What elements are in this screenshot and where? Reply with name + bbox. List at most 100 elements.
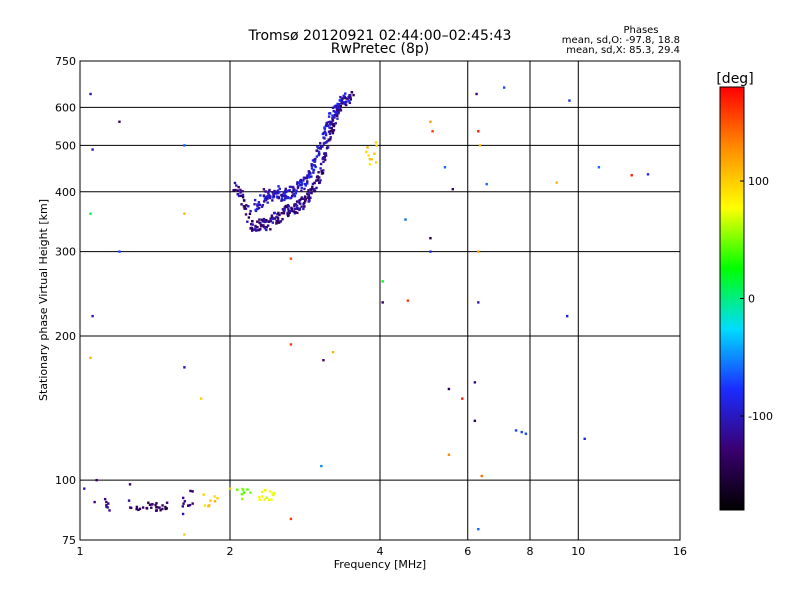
data-point xyxy=(263,200,266,203)
data-point xyxy=(302,197,305,200)
data-point xyxy=(118,250,121,253)
data-point xyxy=(246,488,249,491)
data-point xyxy=(270,498,273,501)
data-point xyxy=(183,212,186,215)
data-point xyxy=(315,186,318,190)
data-point xyxy=(502,86,506,89)
data-point xyxy=(249,222,253,226)
data-point xyxy=(259,223,263,226)
data-point xyxy=(287,208,290,211)
data-point xyxy=(352,93,355,97)
data-point xyxy=(272,194,276,198)
data-point xyxy=(241,193,245,197)
grid-lines xyxy=(80,61,680,540)
data-point xyxy=(269,217,272,220)
data-point xyxy=(279,220,283,223)
data-point xyxy=(257,206,261,210)
data-point xyxy=(322,169,325,172)
data-point xyxy=(188,503,192,507)
data-point xyxy=(145,506,148,510)
data-point xyxy=(406,299,410,302)
data-point xyxy=(275,195,279,198)
data-point xyxy=(348,93,351,97)
data-point xyxy=(335,106,339,109)
data-point xyxy=(259,194,262,197)
data-point xyxy=(254,227,257,230)
data-point xyxy=(108,509,111,512)
data-point xyxy=(241,190,244,193)
data-point xyxy=(313,164,317,167)
data-point xyxy=(271,221,275,224)
data-point xyxy=(298,207,302,210)
data-point xyxy=(331,114,334,117)
data-point xyxy=(319,179,322,182)
chart-title: Tromsø 20120921 02:44:00–02:45:43 xyxy=(248,28,512,44)
data-point xyxy=(480,474,483,478)
data-point xyxy=(328,132,332,135)
data-point xyxy=(270,216,274,219)
data-point xyxy=(314,165,317,169)
data-point xyxy=(315,149,319,152)
data-point xyxy=(251,219,254,223)
x-tick-label: 8 xyxy=(527,545,534,558)
data-point xyxy=(429,250,432,253)
data-point xyxy=(293,194,297,198)
data-point xyxy=(336,117,339,120)
data-point xyxy=(344,97,347,100)
data-point xyxy=(307,200,310,203)
data-point xyxy=(404,218,407,221)
data-point xyxy=(254,224,257,228)
data-point xyxy=(555,181,558,184)
data-point xyxy=(310,167,314,170)
data-point xyxy=(348,101,352,105)
data-point xyxy=(313,160,317,163)
data-point xyxy=(309,196,312,199)
data-point xyxy=(183,533,186,536)
data-point xyxy=(320,169,323,173)
data-point xyxy=(340,101,343,105)
y-tick-label: 300 xyxy=(55,246,76,259)
data-point xyxy=(322,160,325,164)
data-point xyxy=(336,114,339,118)
data-point xyxy=(276,219,280,223)
data-point xyxy=(322,359,325,362)
y-tick-label: 400 xyxy=(55,186,76,199)
data-point xyxy=(275,192,278,195)
y-tick-label: 750 xyxy=(55,55,76,68)
data-point xyxy=(630,174,633,177)
data-point xyxy=(148,503,152,506)
data-point xyxy=(164,507,167,511)
phases-o-stats: mean, sd,O: -97.8, 18.8 xyxy=(562,35,680,46)
data-point xyxy=(323,137,326,140)
data-point xyxy=(323,126,326,129)
data-point xyxy=(209,499,212,502)
data-point xyxy=(154,503,157,507)
data-point xyxy=(276,216,280,219)
data-point xyxy=(294,203,297,206)
data-point xyxy=(249,209,252,213)
data-point xyxy=(89,92,92,96)
data-point xyxy=(105,503,108,507)
data-point xyxy=(308,171,311,174)
data-point xyxy=(288,188,291,192)
data-point xyxy=(271,199,274,202)
data-point xyxy=(261,495,264,498)
data-point xyxy=(89,212,92,215)
data-point xyxy=(275,222,278,225)
data-point xyxy=(247,216,251,219)
data-point xyxy=(267,220,271,223)
x-tick-label: 1 xyxy=(77,545,84,558)
data-point xyxy=(260,490,264,494)
data-point xyxy=(93,500,96,504)
data-point xyxy=(324,154,328,157)
data-point xyxy=(159,509,162,512)
data-point xyxy=(319,145,323,148)
data-point xyxy=(342,96,345,100)
data-point xyxy=(289,196,293,200)
data-point xyxy=(289,517,293,521)
data-point xyxy=(342,94,345,98)
data-point xyxy=(107,502,110,505)
data-point xyxy=(251,223,254,226)
data-point xyxy=(246,220,249,223)
